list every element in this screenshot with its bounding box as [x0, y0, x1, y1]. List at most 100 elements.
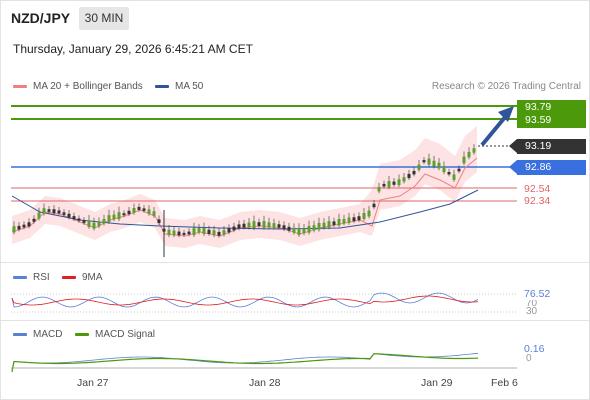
candle-body — [222, 230, 226, 235]
candle-body — [387, 181, 391, 188]
panel-separator — [0, 262, 590, 263]
candle-body — [322, 222, 326, 228]
rsi-level-30: 30 — [526, 306, 538, 317]
resistance-2-tag: 93.79 — [517, 100, 586, 115]
candle-body — [187, 231, 191, 235]
legend-macd-signal: MACD Signal — [75, 329, 155, 340]
resistance-1-tag: 93.59 — [517, 113, 586, 128]
timeframe-badge[interactable]: 30 MIN — [79, 7, 129, 30]
candle-body — [377, 187, 381, 192]
candle-body — [462, 156, 466, 164]
candle-body — [457, 168, 461, 172]
legend-swatch — [13, 333, 27, 336]
candle-body — [112, 214, 116, 220]
candle-body — [332, 221, 336, 225]
candle-body — [177, 231, 181, 236]
candle-body — [432, 160, 436, 167]
candle-body — [227, 228, 231, 233]
legend-rsi: RSI — [13, 272, 50, 283]
candle-body — [32, 218, 36, 222]
candle-body — [407, 173, 411, 179]
candle-body — [287, 226, 291, 231]
candle-body — [257, 222, 261, 226]
candle-body — [272, 223, 276, 228]
candle-body — [137, 206, 141, 210]
candle-body — [392, 181, 396, 185]
candle-body — [277, 224, 281, 228]
candle-body — [87, 220, 91, 227]
candle-body — [217, 231, 221, 236]
resistance-2-value: 93.79 — [525, 101, 552, 113]
candle-body — [232, 226, 236, 231]
candle-body — [292, 227, 296, 233]
last-price-value: 93.19 — [525, 140, 552, 152]
candle-body — [357, 216, 361, 221]
candle-body — [172, 230, 176, 236]
candle-body — [372, 203, 376, 208]
x-axis-label: Feb 6 — [491, 377, 518, 389]
x-axis-label: Jan 29 — [421, 377, 453, 389]
candle-body — [67, 213, 71, 218]
candle-body — [202, 227, 206, 234]
candle-body — [342, 219, 346, 224]
candle-body — [247, 222, 251, 228]
candle-body — [62, 212, 66, 215]
macd-value: 0.16 — [524, 343, 545, 355]
candle-body — [77, 218, 81, 221]
candle-body — [402, 177, 406, 182]
candle-body — [337, 218, 341, 226]
research-credit: Research © 2026 Trading Central — [431, 81, 581, 92]
pivot-tag: 92.86 — [509, 160, 586, 175]
candle-body — [132, 207, 136, 213]
rsi-level-70: 70 — [526, 298, 538, 309]
legend-label: MA 50 — [175, 81, 204, 92]
candle-body — [267, 222, 271, 228]
legend-swatch — [62, 276, 76, 279]
symbol-title: NZD/JPY — [11, 10, 71, 26]
candle-body — [237, 224, 241, 229]
candle-body — [302, 228, 306, 234]
candle-body — [117, 212, 121, 220]
candle-body — [12, 226, 16, 233]
candle-body — [397, 179, 401, 186]
forecast-arrowhead — [498, 106, 514, 122]
x-axis-label: Jan 27 — [77, 377, 109, 389]
chart-datetime: Thursday, January 29, 2026 6:45:21 AM CE… — [13, 42, 253, 56]
pivot-value: 92.86 — [525, 161, 552, 173]
candle-body — [122, 213, 126, 216]
candle-body — [297, 228, 301, 235]
candle-body — [37, 212, 41, 219]
candle-body — [147, 209, 151, 214]
candle-body — [242, 223, 246, 228]
rsi-value: 76.52 — [524, 288, 551, 300]
candle-body — [307, 225, 311, 233]
candle-body — [472, 148, 476, 153]
rsi-line — [11, 292, 479, 308]
candle-body — [107, 215, 111, 222]
legend-swatch — [155, 85, 169, 88]
candle-body — [197, 228, 201, 233]
support-1-label: 92.54 — [524, 183, 551, 195]
panel-separator — [0, 320, 590, 321]
candle-body — [17, 225, 21, 230]
legend-label: MA 20 + Bollinger Bands — [33, 81, 143, 92]
candle-body — [367, 210, 371, 217]
candle-body — [412, 170, 416, 175]
candle-body — [452, 174, 456, 180]
legend-macd: MACD — [13, 329, 62, 340]
candle-body — [347, 217, 351, 223]
candle-body — [207, 229, 211, 234]
candle-body — [262, 221, 266, 228]
candle-body — [127, 210, 131, 215]
candle-body — [447, 172, 451, 175]
macd-signal-line — [11, 353, 479, 373]
candle-body — [102, 218, 106, 224]
candle-body — [327, 221, 331, 228]
candle-body — [27, 222, 31, 227]
legend-label: RSI — [33, 272, 50, 283]
candle-body — [157, 219, 161, 224]
candle-body — [282, 225, 286, 230]
legend-swatch — [13, 85, 27, 88]
candle-body — [82, 220, 86, 223]
